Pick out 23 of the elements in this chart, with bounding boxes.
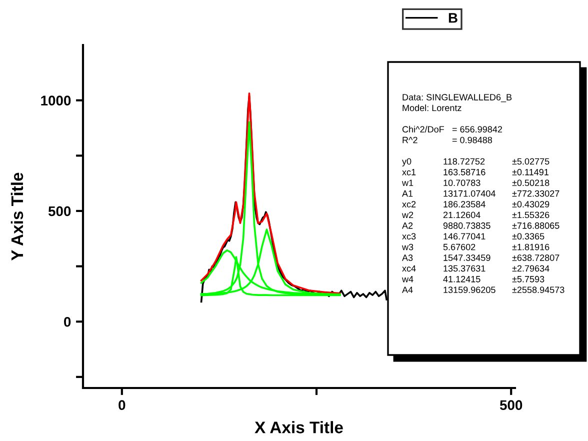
text: A4 13159.96205 ±2558.94573 (402, 286, 564, 294)
text: R^2 = 0.98488 (402, 136, 492, 144)
text: A2 9880.73835 ±716.88065 (402, 222, 560, 229)
y-tick-label: 500 (48, 206, 71, 216)
text: xc3 146.77041 ±0.3365 (402, 233, 544, 240)
text: xc1 163.58716 ±0.11491 (402, 168, 548, 176)
text: w4 41.12415 ±5.7593 (402, 276, 544, 282)
text: w1 10.70783 ±0.50218 (402, 180, 550, 186)
text: A3 1547.33459 ±638.72807 (402, 254, 560, 261)
text: y0 118.72752 ±5.02775 (402, 158, 550, 166)
x-axis-title: X Axis Title (254, 421, 343, 434)
text: w3 5.67602 ±1.81916 (402, 244, 550, 250)
annotation: Chi^2/DoF = 656.99842 (402, 126, 502, 133)
text: xc2 186.23584 ±0.43029 (402, 201, 550, 208)
text: A1 13171.07404 ±772.33027 (402, 190, 560, 197)
text: xc4 135.37631 ±2.79634 (402, 265, 550, 272)
annotation: Data: SINGLEWALLED6_B (402, 94, 512, 102)
y-tick-label: 0 (64, 316, 71, 327)
legend-label: B (448, 13, 458, 23)
y-tick-label: 1000 (41, 96, 71, 106)
y-axis-title: Y Axis Title (10, 172, 24, 261)
annotation: Model: Lorentz (402, 104, 462, 112)
text: w2 21.12604 ±1.55326 (402, 212, 550, 218)
